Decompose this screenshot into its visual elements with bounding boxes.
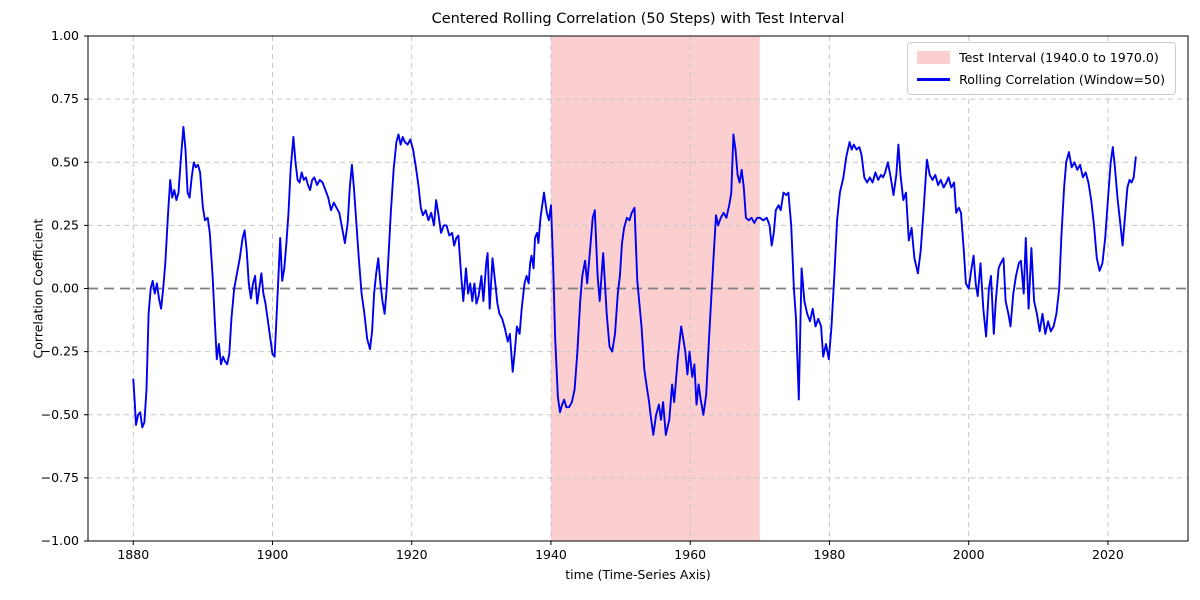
y-tick-label: 1.00 — [51, 28, 79, 43]
x-tick-label: 1900 — [257, 547, 289, 562]
x-tick-label: 1880 — [117, 547, 149, 562]
x-tick-label: 1980 — [814, 547, 846, 562]
y-tick-label: 0.25 — [51, 217, 79, 232]
legend-item-rolling-correlation: Rolling Correlation (Window=50) — [917, 72, 1165, 87]
legend-label-rolling-correlation: Rolling Correlation (Window=50) — [959, 72, 1165, 87]
rolling-correlation-line — [132, 125, 1137, 436]
legend-label-test-interval: Test Interval (1940.0 to 1970.0) — [959, 50, 1159, 65]
x-tick-label: 1940 — [535, 547, 567, 562]
x-tick-label: 1960 — [674, 547, 706, 562]
y-tick-label: −0.25 — [41, 344, 79, 359]
x-axis-label: time (Time-Series Axis) — [565, 567, 711, 582]
test-interval-swatch — [917, 51, 951, 64]
y-tick-label: −0.75 — [41, 470, 79, 485]
y-tick-label: −0.50 — [41, 407, 79, 422]
y-tick-label: −1.00 — [41, 533, 79, 548]
chart-title: Centered Rolling Correlation (50 Steps) … — [431, 11, 845, 27]
legend: Test Interval (1940.0 to 1970.0) Rolling… — [907, 42, 1176, 95]
y-axis-label: Correlation Coefficient — [30, 218, 46, 359]
legend-item-test-interval: Test Interval (1940.0 to 1970.0) — [917, 50, 1165, 65]
x-tick-label: 2020 — [1092, 547, 1124, 562]
y-tick-label: 0.50 — [51, 154, 79, 169]
rolling-correlation-swatch — [917, 78, 951, 81]
x-tick-label: 1920 — [396, 547, 428, 562]
y-tick-label: 0.75 — [51, 91, 79, 106]
y-tick-label: 0.00 — [51, 281, 79, 296]
x-tick-label: 2000 — [953, 547, 985, 562]
